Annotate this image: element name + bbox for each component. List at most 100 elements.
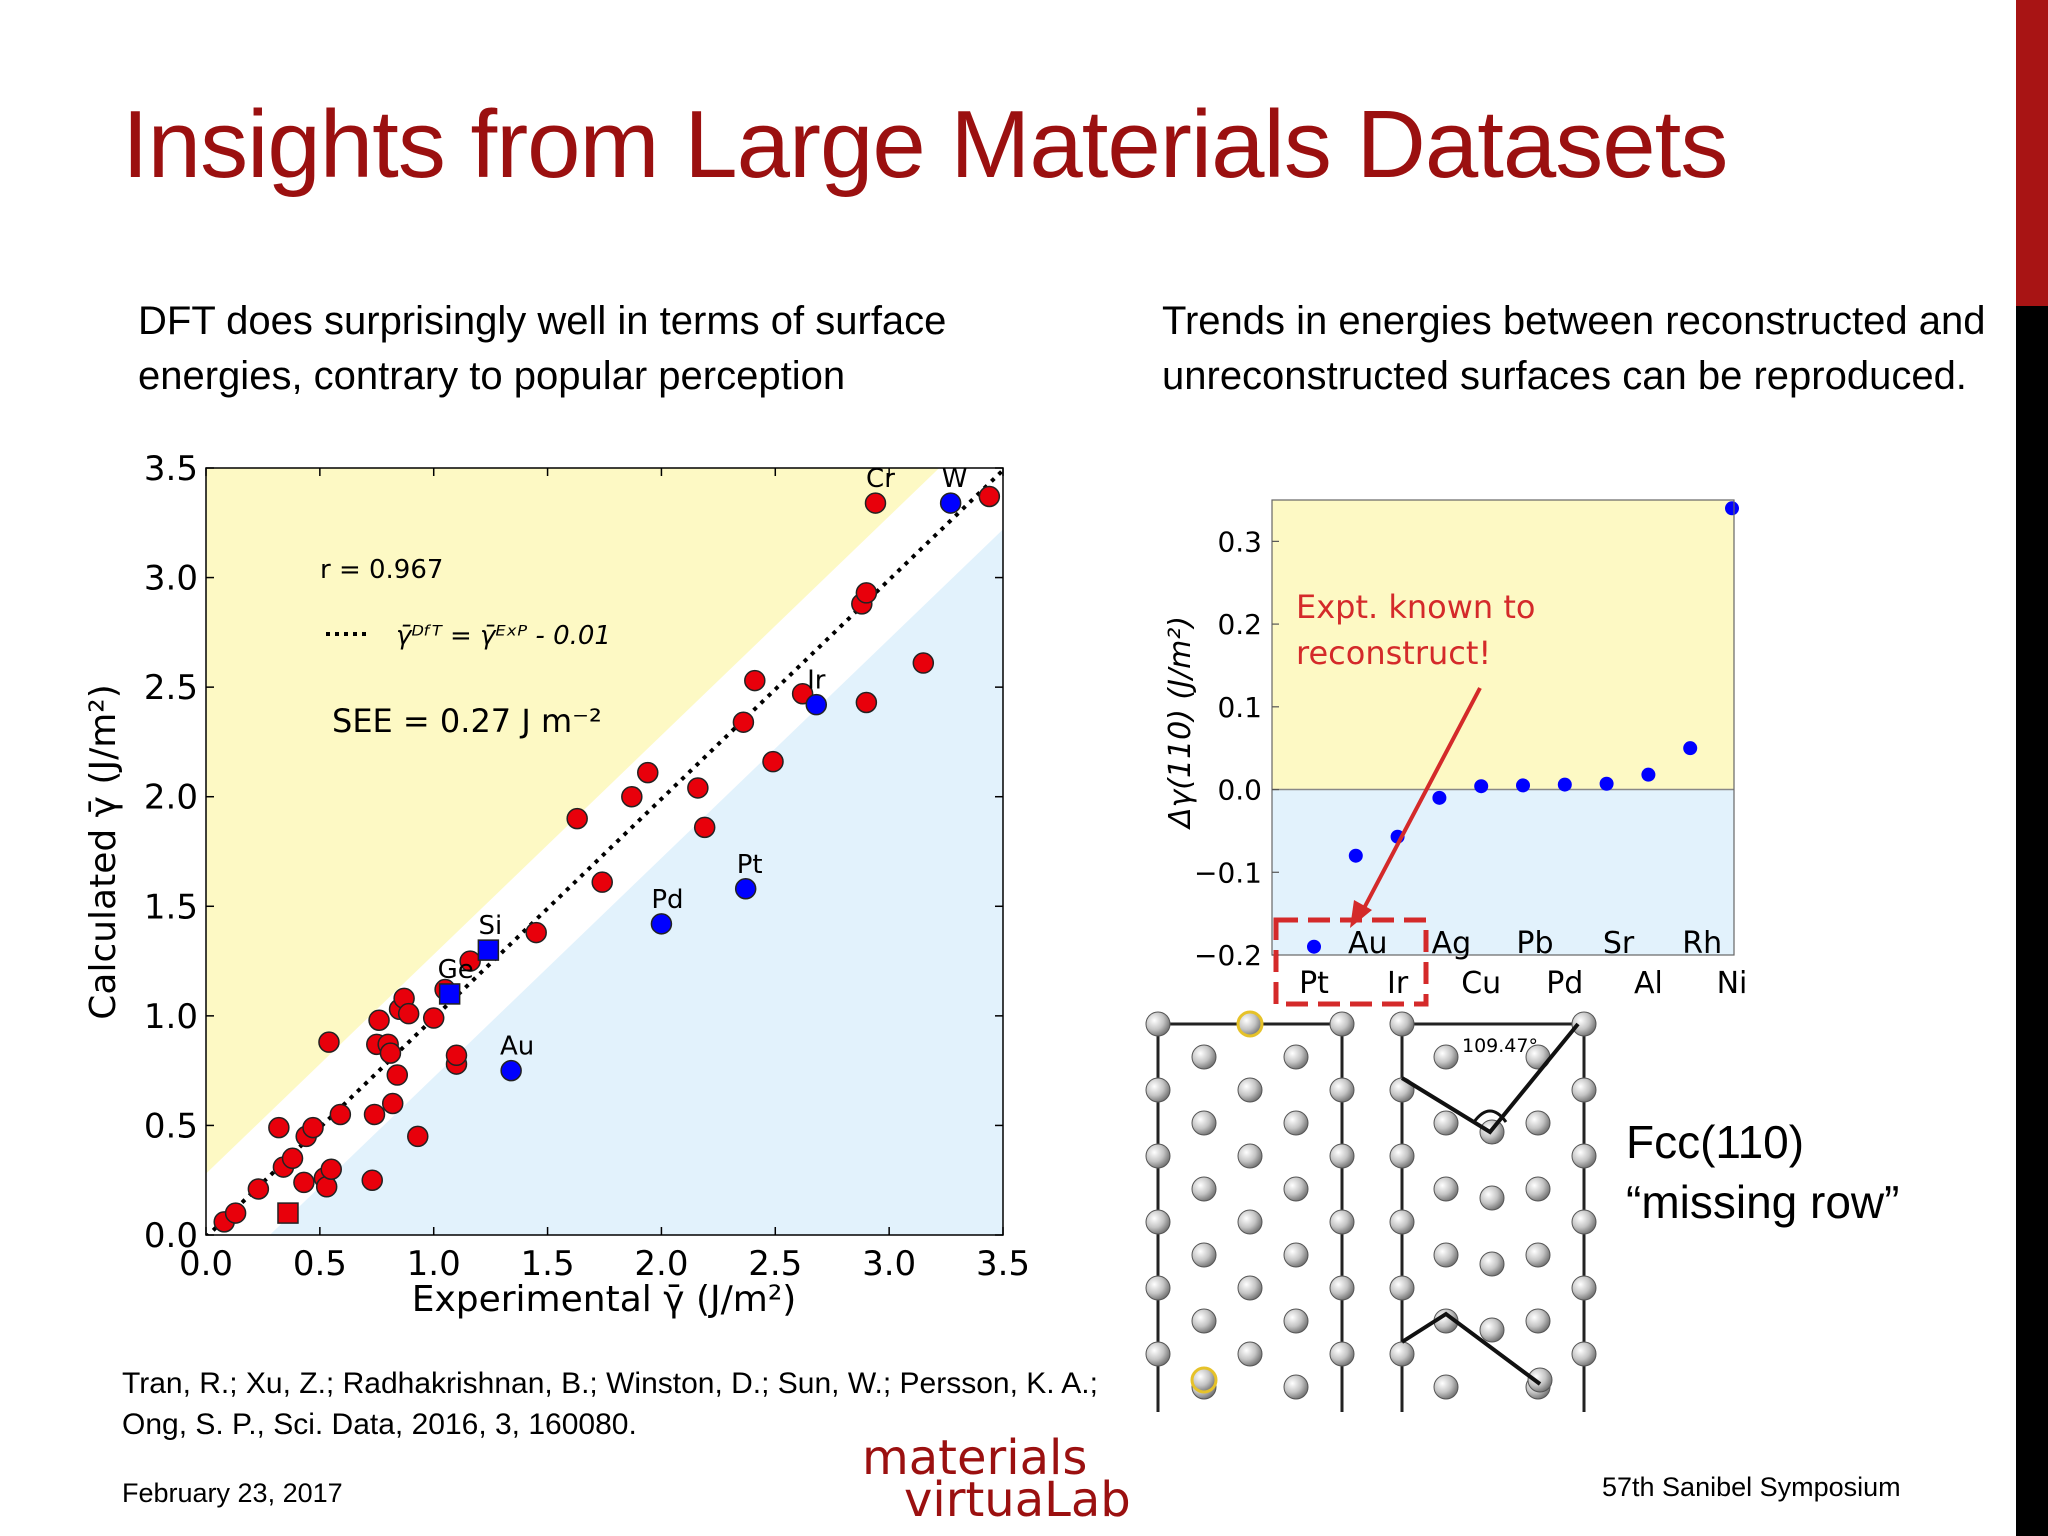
category-label-lower: Cu	[1461, 966, 1501, 1001]
atom	[1237, 1143, 1263, 1169]
atom	[1571, 1143, 1597, 1169]
data-point-red	[381, 1092, 404, 1115]
atom	[1525, 1176, 1551, 1202]
y-tick-label-2: −0.2	[1194, 939, 1262, 972]
atom	[1527, 1367, 1553, 1393]
x-tick-label: 0.5	[293, 1244, 347, 1284]
point-label: W	[942, 464, 968, 494]
y-tick-label: 0.5	[144, 1106, 198, 1146]
data-point-red	[693, 816, 716, 839]
highlight-box	[1273, 917, 1429, 1007]
data-point-red	[268, 1116, 290, 1139]
atom	[1145, 1143, 1171, 1169]
atom	[1145, 1011, 1171, 1037]
atom	[1329, 1077, 1355, 1103]
atom	[1145, 1275, 1171, 1301]
data-point-rh	[1683, 741, 1698, 756]
y-axis-label: Calculated γ̄ (J/m²)	[83, 684, 124, 1020]
atom	[1283, 1110, 1309, 1136]
atom	[1479, 1317, 1505, 1343]
atom	[1145, 1077, 1171, 1103]
data-point-square	[438, 983, 461, 1005]
r-value-text: r = 0.967	[320, 555, 443, 585]
atom	[1525, 1308, 1551, 1334]
data-point-au	[1348, 848, 1363, 863]
atom	[1389, 1341, 1415, 1367]
atom	[1433, 1044, 1459, 1070]
y-tick-label: 1.5	[144, 887, 198, 927]
data-point-red	[687, 777, 709, 799]
atom	[1283, 1374, 1309, 1400]
atom	[1283, 1308, 1309, 1334]
atom	[1571, 1077, 1597, 1103]
atom	[1571, 1275, 1597, 1301]
data-point-red	[864, 492, 887, 514]
data-point-red	[315, 1176, 338, 1198]
atom	[1433, 1242, 1459, 1268]
data-point-red	[329, 1103, 352, 1126]
slide-title: Insights from Large Materials Datasets	[122, 91, 1728, 198]
plot-frame	[205, 467, 1004, 1236]
data-point-red	[224, 1202, 247, 1224]
category-label-lower: Pd	[1546, 966, 1583, 1001]
data-point-red	[637, 761, 659, 784]
atom	[1389, 1143, 1415, 1169]
category-label-lower: Al	[1634, 966, 1663, 1001]
reconstruction-energy-chart: −0.2 −0.1 0.0 0.1 0.2 0.3 Au Ag Pb Sr Rh Pt Ir Cu Pd A…	[1163, 499, 1747, 1007]
category-label-lower: Pt	[1299, 966, 1329, 1001]
atom	[1283, 1044, 1309, 1070]
atom	[1329, 1209, 1355, 1235]
atom	[1237, 1077, 1263, 1103]
data-point-red	[445, 1044, 468, 1067]
atom	[1191, 1044, 1217, 1070]
left-caption: DFT does surprisingly well in terms of s…	[138, 299, 947, 398]
atom	[1389, 1275, 1415, 1301]
point-label: Au	[500, 1032, 534, 1062]
data-point-red	[732, 711, 755, 733]
data-point-al	[1641, 767, 1656, 782]
y-tick-label-2: −0.1	[1194, 856, 1262, 889]
atom	[1525, 1110, 1551, 1136]
atom	[1479, 1185, 1505, 1211]
atom	[1433, 1110, 1459, 1136]
angle-arc	[1472, 1109, 1508, 1123]
y-tick-label: 2.0	[144, 778, 198, 818]
highlighted-atom	[1190, 1366, 1218, 1394]
data-point-cu	[1474, 779, 1489, 794]
atom	[1329, 1011, 1355, 1037]
data-point-red	[281, 1147, 304, 1170]
data-point-red	[293, 1171, 315, 1194]
category-label-lower: Ir	[1387, 966, 1409, 1001]
atom	[1237, 1341, 1263, 1367]
reconstruct-annotation-line2: reconstruct!	[1296, 634, 1491, 672]
side-accent-bar	[2016, 0, 2048, 306]
data-point-red	[361, 1169, 383, 1191]
surface-energy-scatter-chart: 0.0 0.5 1.0 1.5 2.0 2.5 3.0 3.5 0.0 0.5 1.0 1.5 2.0 2…	[83, 449, 1030, 1320]
fcc-sublabel: “missing row”	[1626, 1176, 1900, 1228]
atom	[1329, 1341, 1355, 1367]
citation-line-2: Ong, S. P., Sci. Data, 2016, 3, 160080.	[122, 1408, 637, 1441]
y-tick-label-2: 0.0	[1217, 774, 1262, 807]
y-tick-label: 1.0	[144, 997, 198, 1037]
negative-region	[1272, 789, 1734, 955]
point-label: Cr	[866, 464, 895, 494]
data-point-red	[320, 1158, 342, 1181]
data-point-square	[277, 1202, 299, 1224]
citation: Tran, R.; Xu, Z.; Radhakrishnan, B.; Win…	[122, 1363, 1102, 1445]
atom	[1329, 1275, 1355, 1301]
data-point-red	[591, 871, 613, 893]
logo-line-1: materials	[862, 1430, 1088, 1486]
y-tick-label-2: 0.1	[1217, 691, 1262, 724]
data-point-red	[978, 485, 1001, 508]
data-point-blue	[500, 1059, 522, 1082]
data-point-blue	[734, 878, 757, 900]
missing-row-zigzag-top	[1400, 1022, 1580, 1135]
fcc-label-block: Fcc(110) “missing row”	[1626, 1112, 1899, 1232]
data-point-red	[302, 1116, 324, 1139]
reconstruct-annotation-line1: Expt. known to	[1296, 588, 1536, 626]
data-point-red	[744, 669, 766, 692]
data-point-red	[397, 1002, 420, 1025]
x-tick-label: 3.0	[862, 1244, 916, 1284]
data-point-sr	[1599, 776, 1614, 791]
atom	[1191, 1110, 1217, 1136]
